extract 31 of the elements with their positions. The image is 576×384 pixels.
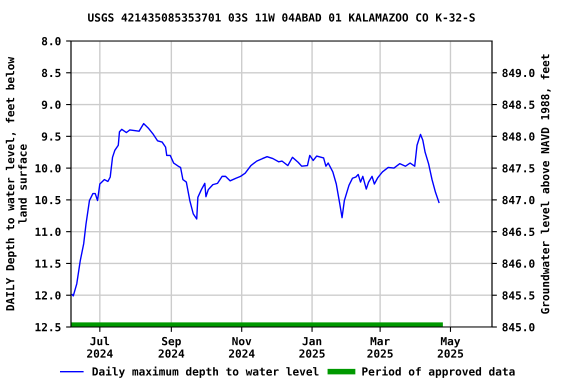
y-tick-label: 11.0	[36, 228, 61, 236]
y2-tick-label: 846.0	[502, 259, 535, 268]
x-tick-label: Jan 2025	[299, 337, 325, 358]
y-tick-label: 8.0	[42, 36, 61, 46]
y-tick-label: 12.5	[36, 322, 61, 332]
y2-tick-label: 845.5	[502, 291, 534, 300]
y2-tick-label: 849.0	[502, 68, 535, 78]
x-tick-label: Jul 2024	[87, 336, 113, 358]
y-tick-label: 8.5	[42, 68, 61, 78]
y-tick-label: 9.5	[42, 132, 61, 141]
y2-tick-label: 847.5	[502, 164, 534, 172]
x-tick-label: Sep 2024	[158, 336, 184, 358]
line-series	[71, 122, 440, 297]
legend-label: Period of approved data	[362, 366, 515, 378]
x-tick-label: Nov 2024	[228, 337, 255, 358]
x-tick-label: May 2025	[438, 337, 464, 358]
chart-title: USGS 421435085353701 03S 11W 04ABAD 01 KALAMAZOO CO K-32-S	[88, 13, 475, 22]
legend-label: Daily maximum depth to water level	[92, 366, 318, 378]
y2-tick-label: 848.5	[502, 100, 534, 109]
y2-tick-label: 846.5	[502, 228, 534, 236]
y2-tick-label: 845.0	[502, 322, 535, 332]
y2-tick-label: 847.0	[502, 196, 535, 204]
y-axis-title: DAILY Depth to water level, feet below land surface	[6, 56, 27, 310]
x-tick-label: Mar 2025	[367, 337, 393, 358]
y-tick-label: 12.0	[36, 291, 61, 300]
y2-axis-title: Groundwater level above NAVD 1988, feet	[540, 54, 551, 314]
y-tick-label: 10.5	[36, 196, 61, 204]
y-tick-label: 10.0	[36, 164, 61, 172]
y-tick-label: 11.5	[36, 260, 61, 268]
y-tick-label: 9.0	[42, 100, 61, 109]
y2-tick-label: 848.0	[502, 132, 535, 141]
